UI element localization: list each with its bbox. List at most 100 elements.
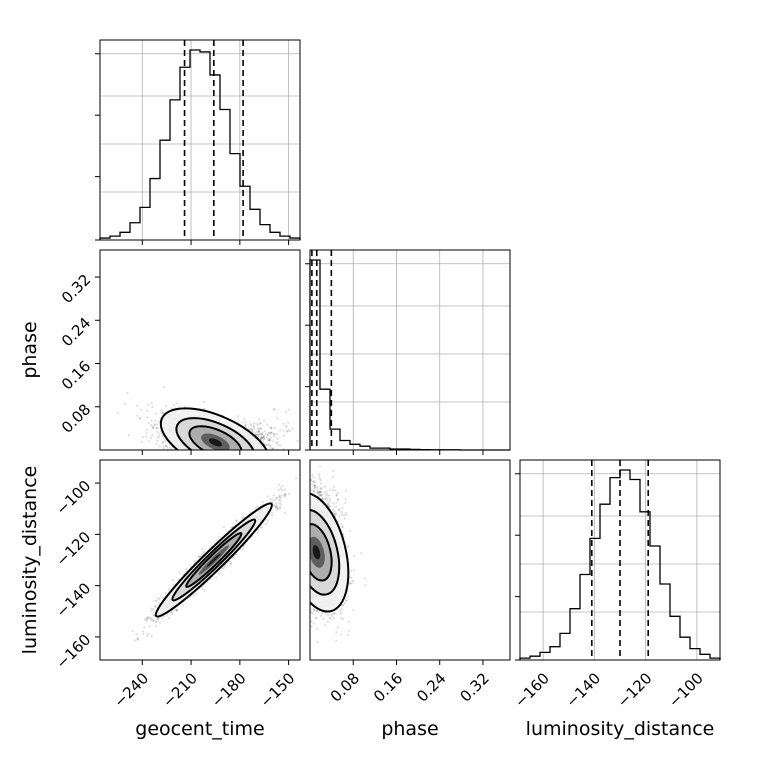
sample-point — [256, 435, 259, 438]
sample-point — [257, 417, 260, 420]
sample-point — [260, 526, 264, 529]
sample-point — [269, 444, 272, 447]
sample-point — [319, 482, 322, 485]
sample-point — [158, 621, 162, 624]
sample-point — [164, 405, 168, 408]
sample-point — [316, 641, 319, 644]
sample-point — [203, 589, 206, 592]
sample-point — [250, 427, 253, 430]
sample-point — [145, 435, 148, 438]
sample-point — [285, 411, 288, 414]
sample-point — [161, 434, 164, 437]
sample-point — [263, 435, 266, 439]
sample-point — [312, 479, 316, 483]
sample-point — [285, 430, 289, 433]
sample-point — [154, 419, 157, 423]
sample-point — [333, 513, 337, 516]
sample-point — [340, 513, 343, 517]
sample-point — [136, 414, 139, 417]
sample-point — [284, 425, 288, 429]
sample-point — [344, 501, 347, 504]
sample-point — [155, 427, 159, 430]
pair-panel-phase-vs-luminosity_distance — [309, 459, 511, 665]
sample-point — [266, 438, 269, 442]
sample-point — [263, 437, 266, 441]
sample-point — [234, 553, 237, 556]
sample-point — [200, 554, 203, 557]
sample-point — [262, 436, 265, 440]
sample-point — [257, 529, 260, 532]
sample-point — [145, 428, 148, 432]
sample-point — [184, 405, 187, 408]
density-level-4 — [206, 553, 221, 567]
sample-point — [198, 555, 201, 558]
sample-point — [283, 493, 286, 496]
sample-point — [267, 443, 270, 446]
sample-point — [156, 618, 160, 621]
sample-point — [265, 436, 268, 439]
sample-point — [331, 475, 334, 479]
sample-point — [258, 432, 262, 435]
sample-point — [150, 419, 153, 422]
sample-point — [146, 617, 149, 621]
sample-point — [168, 611, 172, 614]
pair-panel-geocent_time-vs-phase — [95, 249, 301, 455]
sample-point — [152, 427, 155, 430]
sample-point — [175, 401, 178, 405]
sample-point — [161, 596, 164, 600]
sample-point — [257, 433, 260, 436]
sample-point — [151, 434, 154, 437]
sample-point — [126, 392, 129, 395]
sample-point — [283, 488, 287, 491]
sample-point — [152, 426, 155, 429]
sample-point — [279, 500, 282, 503]
sample-point — [269, 439, 272, 442]
sample-point — [164, 592, 167, 595]
sample-point — [140, 440, 143, 443]
sample-point — [155, 442, 158, 445]
sample-point — [150, 424, 153, 427]
sample-point — [286, 430, 289, 433]
sample-point — [137, 637, 140, 641]
sample-point — [278, 505, 282, 509]
sample-point — [151, 405, 154, 408]
sample-point — [164, 438, 167, 441]
sample-point — [265, 442, 268, 446]
sample-point — [328, 613, 331, 616]
sample-point — [165, 445, 169, 449]
sample-point — [352, 580, 355, 583]
sample-point — [261, 436, 264, 439]
sample-point — [272, 494, 276, 497]
sample-point — [333, 510, 336, 513]
sample-point — [276, 506, 279, 509]
sample-point — [154, 605, 157, 608]
pair-contents — [116, 385, 299, 450]
sample-point — [157, 420, 161, 423]
sample-point — [325, 613, 328, 616]
sample-point — [259, 437, 262, 441]
contour-2 — [185, 532, 243, 588]
sample-point — [157, 597, 160, 600]
sample-point — [287, 428, 290, 431]
sample-point — [222, 567, 225, 570]
contour-0 — [154, 502, 273, 618]
sample-point — [318, 490, 321, 493]
sample-point — [154, 412, 157, 415]
sample-point — [276, 437, 279, 440]
sample-point — [140, 408, 143, 411]
sample-point — [281, 485, 284, 488]
sample-point — [279, 497, 282, 500]
sample-point — [149, 436, 153, 439]
sample-point — [288, 429, 291, 433]
sample-point — [155, 423, 159, 426]
sample-point — [269, 432, 272, 435]
sample-point — [142, 632, 145, 635]
sample-point — [162, 445, 165, 448]
sample-point — [318, 490, 321, 494]
sample-point — [145, 617, 148, 621]
sample-point — [144, 618, 147, 621]
sample-point — [241, 548, 245, 551]
pair-contents — [310, 465, 367, 644]
sample-point — [201, 552, 204, 555]
